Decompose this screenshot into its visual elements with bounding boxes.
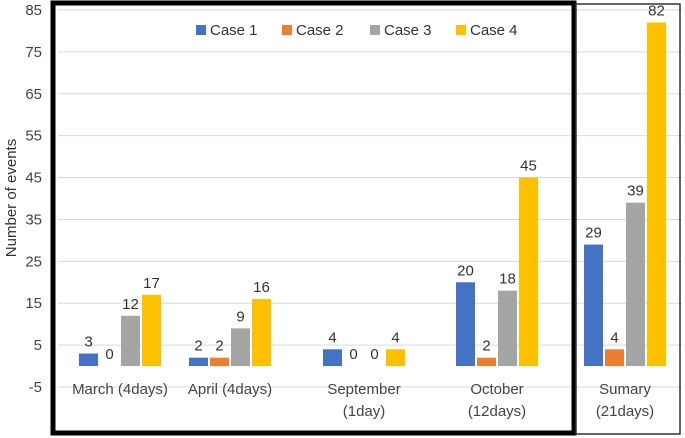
- data-label: 2: [215, 338, 223, 355]
- category-labels: March (4days) April (4days) September (1day…: [72, 381, 654, 420]
- data-label: 0: [370, 346, 378, 363]
- y-tick-label: -5: [29, 379, 42, 396]
- category-label: (1day): [343, 403, 386, 420]
- category-label: October: [470, 381, 523, 398]
- y-tick-label: 85: [25, 2, 42, 19]
- data-label: 39: [627, 183, 644, 200]
- y-tick-label: 65: [25, 86, 42, 103]
- data-label: 16: [253, 279, 270, 296]
- highlight-boxes: [50, 0, 681, 436]
- legend-swatch: [370, 25, 380, 35]
- category-label: April (4days): [188, 381, 272, 398]
- y-axis-ticks: -5 5 15 25 35 45 55 65 75 85: [25, 2, 42, 396]
- data-label: 4: [328, 329, 336, 346]
- bar-case-1: [323, 349, 342, 367]
- bar-case-1: [584, 244, 603, 367]
- bar-case-4: [519, 177, 538, 367]
- y-axis-label: Number of events: [3, 139, 20, 257]
- data-label: 0: [349, 346, 357, 363]
- bars: [79, 22, 666, 367]
- bar-case-4: [142, 294, 161, 367]
- data-label: 20: [457, 262, 474, 279]
- bar-case-4: [252, 299, 271, 367]
- category-label: Sumary: [599, 381, 651, 398]
- data-label: 12: [122, 296, 139, 313]
- data-label: 9: [236, 308, 244, 325]
- bar-case-3: [231, 328, 250, 367]
- category-label: September: [327, 381, 400, 398]
- data-label: 82: [648, 3, 665, 20]
- legend-swatch: [456, 25, 466, 35]
- y-tick-label: 15: [25, 295, 42, 312]
- y-tick-label: 25: [25, 253, 42, 270]
- legend-entry: Case 2: [296, 22, 344, 39]
- legend-swatch: [196, 25, 206, 35]
- y-tick-label: 35: [25, 211, 42, 228]
- bar-case-3: [121, 315, 140, 367]
- legend-entry: Case 3: [384, 22, 432, 39]
- data-label: 45: [520, 158, 537, 175]
- data-label: 4: [391, 329, 399, 346]
- bar-case-1: [189, 357, 208, 367]
- legend: Case 1 Case 2 Case 3 Case 4: [196, 22, 518, 39]
- bar-case-2: [605, 349, 624, 367]
- data-label: 17: [143, 275, 160, 292]
- category-label: (12days): [468, 403, 526, 420]
- highlight-box: [50, 0, 577, 436]
- data-label: 18: [499, 271, 516, 288]
- data-label: 0: [105, 346, 113, 363]
- legend-entry: Case 4: [470, 22, 518, 39]
- data-label: 29: [585, 225, 602, 242]
- bar-case-3: [498, 290, 517, 367]
- bar-case-4: [647, 22, 666, 367]
- bar-case-3: [626, 202, 645, 367]
- legend-entry: Case 1: [210, 22, 258, 39]
- category-label: March (4days): [72, 381, 168, 398]
- bar-case-1: [456, 282, 475, 367]
- y-tick-label: 75: [25, 44, 42, 61]
- legend-swatch: [282, 25, 292, 35]
- y-tick-label: 5: [34, 337, 42, 354]
- data-label: 4: [610, 329, 618, 346]
- category-label: (21days): [596, 403, 654, 420]
- highlight-box: [575, 3, 681, 435]
- y-tick-label: 45: [25, 170, 42, 187]
- y-tick-label: 55: [25, 128, 42, 145]
- data-label: 2: [482, 338, 490, 355]
- gridlines: [58, 9, 682, 388]
- bar-case-1: [79, 353, 98, 367]
- bar-case-4: [386, 349, 405, 367]
- data-label: 3: [84, 333, 92, 350]
- bar-case-2: [477, 357, 496, 367]
- bar-case-2: [210, 357, 229, 367]
- data-label: 2: [194, 338, 202, 355]
